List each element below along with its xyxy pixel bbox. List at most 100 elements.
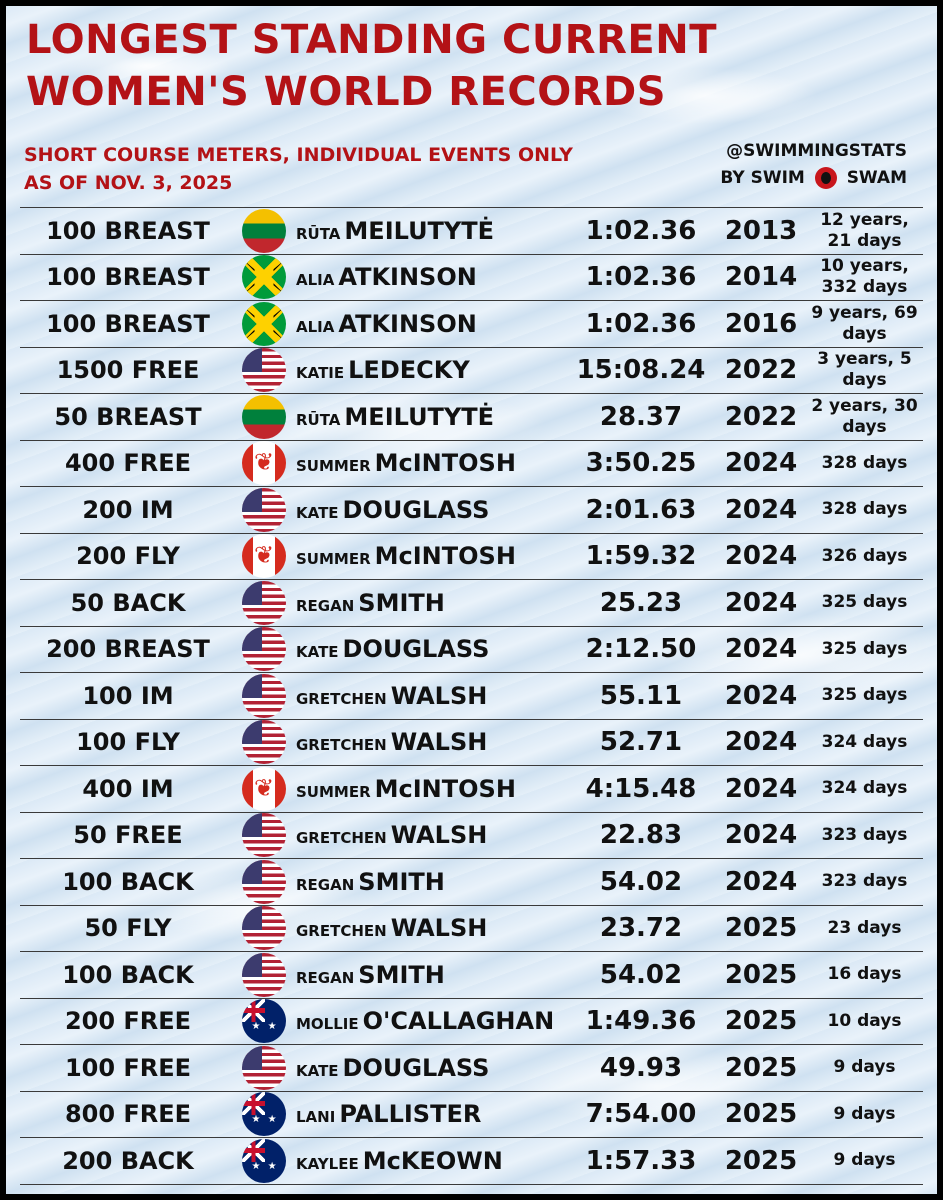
swimmer-first-name: GRETCHEN	[296, 689, 387, 708]
record-time: 54.02	[599, 866, 683, 897]
table-row: 100 BREAST ALIA ATKINSON 1:02.36 2014 10 year…	[20, 253, 923, 301]
record-year: 2024	[724, 494, 798, 525]
record-duration: 323 days	[821, 871, 908, 892]
canada-flag-icon	[242, 441, 286, 486]
record-duration: 9 days	[833, 1150, 896, 1171]
record-year: 2024	[724, 727, 798, 758]
usa-flag-icon	[242, 859, 286, 904]
record-duration: 324 days	[821, 778, 908, 799]
brand-handle: @SWIMMINGSTATS	[726, 141, 907, 161]
table-row: 200 IM KATE DOUGLASS 2:01.63 2024 328 days	[20, 486, 923, 533]
swimmer-first-name: KATE	[296, 643, 339, 662]
record-year: 2024	[724, 587, 798, 618]
record-time: 25.23	[599, 587, 683, 618]
record-year: 2025	[724, 1052, 798, 1083]
record-time: 54.02	[599, 959, 683, 990]
event-cell: 200 IM	[82, 495, 174, 524]
brand-credit: @SWIMMINGSTATS BY SWIM SWAM	[720, 138, 907, 192]
flag-cell	[236, 720, 292, 765]
title-line-1: LONGEST STANDING CURRENT	[26, 17, 717, 63]
event-cell: 100 BACK	[62, 867, 194, 896]
swimmer-last-name: MEILUTYTĖ	[344, 402, 495, 431]
swimmer-name: SUMMER McINTOSH	[292, 775, 566, 803]
usa-flag-icon	[242, 348, 286, 393]
swimmer-first-name: REGAN	[296, 596, 355, 615]
event-cell: 200 BACK	[62, 1146, 194, 1175]
flag-cell	[236, 673, 292, 718]
record-time: 28.37	[599, 401, 683, 432]
event-cell: 50 FREE	[73, 821, 183, 850]
record-duration: 9 days	[833, 1103, 896, 1124]
event-cell: 400 FREE	[64, 449, 192, 478]
usa-flag-icon	[242, 952, 286, 997]
swimmer-name: GRETCHEN WALSH	[292, 821, 566, 849]
table-row: 50 FREE GRETCHEN WALSH 22.83 2024 323 days	[20, 811, 923, 859]
canada-flag-icon	[242, 766, 286, 811]
record-time: 49.93	[599, 1052, 683, 1083]
swimmer-first-name: MOLLIE	[296, 1015, 359, 1034]
flag-cell	[236, 1045, 292, 1090]
swimmer-first-name: SUMMER	[296, 550, 371, 569]
page-subtitle: SHORT COURSE METERS, INDIVIDUAL EVENTS O…	[24, 141, 573, 197]
flag-cell	[236, 348, 292, 393]
swimmer-last-name: SMITH	[358, 960, 445, 989]
flag-cell	[236, 999, 292, 1044]
flag-cell	[236, 255, 292, 300]
swimmer-name: REGAN SMITH	[292, 868, 566, 896]
record-year: 2016	[724, 308, 798, 339]
swimmer-name: KATE DOUGLASS	[292, 496, 566, 524]
record-year: 2024	[724, 773, 798, 804]
flag-cell	[236, 627, 292, 672]
record-time: 7:54.00	[585, 1099, 697, 1130]
swimmer-first-name: ALIA	[296, 317, 335, 336]
swimmer-last-name: WALSH	[390, 821, 488, 850]
record-duration: 326 days	[821, 545, 908, 566]
usa-flag-icon	[242, 1045, 286, 1090]
flag-cell	[236, 1092, 292, 1137]
record-time: 1:02.36	[585, 215, 697, 246]
swimmer-last-name: SMITH	[358, 588, 445, 617]
record-time: 1:49.36	[585, 1006, 697, 1037]
event-cell: 100 BREAST	[46, 309, 210, 338]
swimmer-name: GRETCHEN WALSH	[292, 682, 566, 710]
swimmer-last-name: SMITH	[358, 867, 445, 896]
swimmer-first-name: GRETCHEN	[296, 829, 387, 848]
usa-flag-icon	[242, 813, 286, 858]
table-row: 100 FLY GRETCHEN WALSH 52.71 2024 324 days	[20, 718, 923, 766]
swimmer-first-name: SUMMER	[296, 782, 371, 801]
swimmer-name: LANI PALLISTER	[292, 1100, 566, 1128]
event-cell: 50 BREAST	[54, 402, 202, 431]
table-row: 1500 FREE KATIE LEDECKY 15:08.24 2022 3 years…	[20, 346, 923, 394]
flag-cell	[236, 208, 292, 253]
swimmer-first-name: KATE	[296, 503, 339, 522]
swimmer-name: RŪTA MEILUTYTĖ	[292, 403, 566, 431]
record-duration: 10 years, 332 days	[820, 256, 909, 298]
swimmer-last-name: MEILUTYTĖ	[344, 216, 495, 245]
swimmer-last-name: DOUGLASS	[342, 1053, 490, 1082]
record-time: 1:59.32	[585, 541, 697, 572]
record-duration: 9 days	[833, 1057, 896, 1078]
record-duration: 328 days	[821, 499, 908, 520]
page-title: LONGEST STANDING CURRENT WOMEN'S WORLD R…	[26, 14, 717, 118]
jamaica-flag-icon	[242, 255, 286, 300]
record-duration: 323 days	[821, 824, 908, 845]
swimmer-name: KATE DOUGLASS	[292, 635, 566, 663]
event-cell: 100 FREE	[64, 1053, 192, 1082]
table-row: 100 BREAST ALIA ATKINSON 1:02.36 2016 9 years…	[20, 300, 923, 347]
swimmer-first-name: LANI	[296, 1108, 336, 1127]
swimmer-first-name: GRETCHEN	[296, 922, 387, 941]
record-year: 2022	[724, 401, 798, 432]
record-year: 2024	[724, 448, 798, 479]
australia-flag-icon	[242, 1092, 286, 1137]
usa-flag-icon	[242, 906, 286, 951]
table-row: 100 BREAST RŪTA MEILUTYTĖ 1:02.36 2013 12 yea…	[20, 207, 923, 254]
event-cell: 100 BREAST	[46, 216, 210, 245]
swimmer-name: GRETCHEN WALSH	[292, 914, 566, 942]
swimmer-last-name: McINTOSH	[374, 542, 516, 571]
swimmer-name: KAYLEE McKEOWN	[292, 1147, 566, 1175]
record-year: 2024	[724, 820, 798, 851]
canada-flag-icon	[242, 534, 286, 579]
